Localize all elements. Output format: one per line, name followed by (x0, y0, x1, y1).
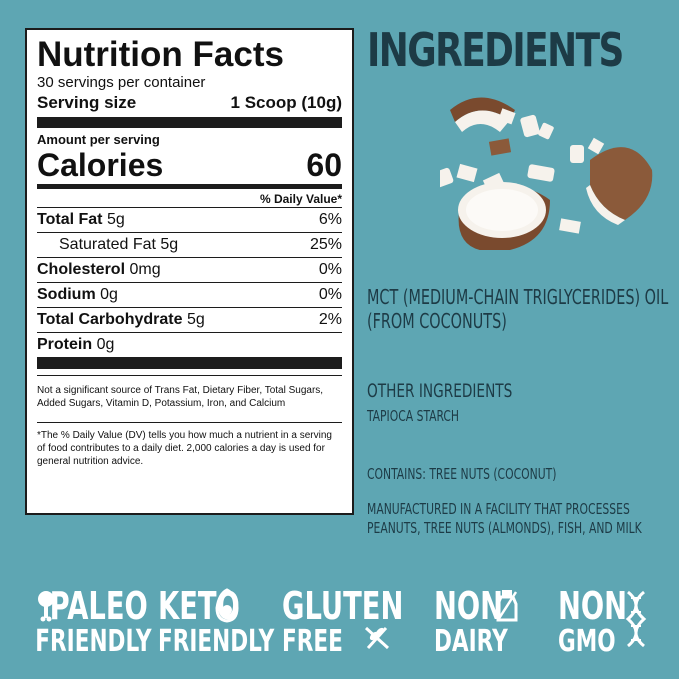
divider-thin (37, 375, 342, 376)
nutrition-facts-panel: Nutrition Facts 30 servings per containe… (25, 28, 354, 515)
badge-line2: FRIENDLY (35, 624, 152, 659)
wheat-crossed-icon (364, 626, 390, 650)
calories-row: Calories 60 (37, 148, 342, 182)
dna-icon (625, 590, 647, 648)
facility-statement-line2: PEANUTS, TREE NUTS (ALMONDS), FISH, AND … (367, 519, 642, 537)
nutrient-row-sodium: Sodium 0g 0% (37, 282, 342, 307)
nutrient-row-total-carbohydrate: Total Carbohydrate 5g 2% (37, 307, 342, 332)
nutrient-dv: 0% (318, 286, 342, 303)
divider-thick-bottom (37, 357, 342, 369)
badge-line1: NON (434, 584, 504, 628)
nutrient-amount: 5g (186, 311, 205, 328)
badge-gluten-free: GLUTEN FREE (282, 584, 404, 660)
facility-statement: MANUFACTURED IN A FACILITY THAT PROCESSE… (367, 500, 642, 538)
nutrient-label: Protein (37, 336, 93, 353)
divider-thin-2 (37, 422, 342, 423)
allergen-contains: CONTAINS: TREE NUTS (COCONUT) (367, 465, 557, 483)
nutrient-row-total-fat: Total Fat 5g 6% (37, 207, 342, 232)
nutrition-footnote-daily-value: *The % Daily Value (DV) tells you how mu… (37, 430, 332, 467)
nutrient-row-cholesterol: Cholesterol 0mg 0% (37, 257, 342, 282)
daily-value-header: % Daily Value* (259, 192, 342, 206)
main-ingredient-line1: MCT (MEDIUM-CHAIN TRIGLYCERIDES) OIL (367, 285, 669, 309)
nutrition-footnote-sources: Not a significant source of Trans Fat, D… (37, 385, 324, 409)
nutrient-label: Total Fat (37, 211, 103, 228)
main-ingredient: MCT (MEDIUM-CHAIN TRIGLYCERIDES) OIL (FR… (367, 285, 668, 333)
nutrient-dv: 6% (318, 211, 342, 228)
divider-thick (37, 117, 342, 128)
nutrient-amount: 5g (106, 211, 125, 228)
nutrient-label: Cholesterol (37, 261, 126, 278)
badge-paleo-friendly: PALEO FRIENDLY (35, 587, 151, 660)
nutrient-dv: 2% (318, 311, 342, 328)
nutrient-dv: 0% (318, 261, 342, 278)
drumstick-icon (38, 591, 54, 622)
ingredients-title: INGREDIENTS (367, 23, 624, 77)
main-ingredient-line2: (FROM COCONUTS) (367, 309, 507, 333)
badge-line1: PALEO (49, 584, 148, 628)
serving-size-row: Serving size 1 Scoop (10g) (37, 92, 342, 114)
milk-bottle-icon (496, 590, 518, 622)
badge-line2: FRIENDLY (158, 624, 275, 659)
badge-line1: NON (558, 584, 628, 628)
other-ingredients-value: TAPIOCA STARCH (367, 407, 460, 425)
coconut-illustration (440, 97, 653, 250)
calories-label: Calories (37, 147, 164, 183)
badge-line2: GMO (558, 624, 616, 659)
avocado-icon (215, 588, 239, 623)
nutrient-label: Total Carbohydrate (37, 311, 183, 328)
nutrient-amount: 0mg (129, 261, 161, 278)
nutrient-amount: 0g (100, 286, 118, 303)
amount-per-serving: Amount per serving (37, 132, 160, 147)
badge-non-gmo: NON GMO (558, 584, 628, 660)
divider-medium (37, 184, 342, 189)
calories-value: 60 (306, 147, 342, 183)
servings-per-container: 30 servings per container (37, 74, 206, 91)
nutrient-dv: 25% (309, 236, 342, 253)
serving-size-label: Serving size (37, 93, 137, 112)
nutrient-label: Sodium (37, 286, 96, 303)
badge-line2: DAIRY (434, 624, 508, 659)
nutrient-row-saturated-fat: Saturated Fat 5g 25% (37, 232, 342, 257)
nutrition-facts-title: Nutrition Facts (37, 35, 284, 74)
nutrient-label: Saturated Fat 5g (59, 236, 179, 253)
facility-statement-line1: MANUFACTURED IN A FACILITY THAT PROCESSE… (367, 500, 630, 518)
serving-size-value: 1 Scoop (10g) (230, 93, 342, 112)
other-ingredients-title: OTHER INGREDIENTS (367, 380, 513, 402)
nutrient-row-protein: Protein 0g (37, 332, 342, 357)
badge-non-dairy: NON DAIRY (434, 584, 508, 660)
badge-line2: FREE (282, 624, 343, 659)
nutrient-amount: 0g (96, 336, 115, 353)
badge-line1: GLUTEN (282, 584, 404, 628)
